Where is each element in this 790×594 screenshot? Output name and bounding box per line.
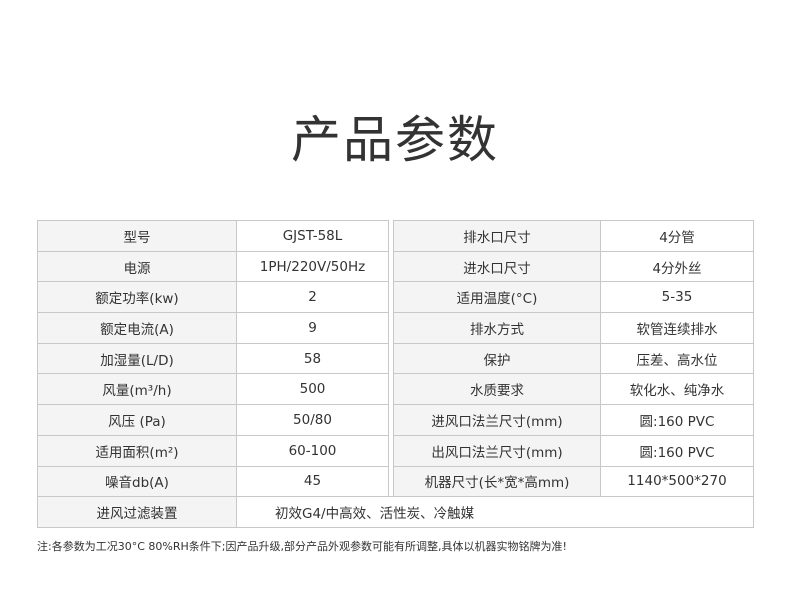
spec-value: 2: [236, 281, 389, 314]
spec-row: 噪音db(A) 45 机器尺寸(长*宽*高mm) 1140*500*270: [37, 465, 754, 498]
spec-value: 4分外丝: [600, 250, 754, 283]
spec-value: 圆:160 PVC: [600, 434, 754, 467]
spec-label: 噪音db(A): [37, 465, 237, 498]
spec-label: 额定电流(A): [37, 312, 237, 344]
spec-value: 1PH/220V/50Hz: [236, 250, 389, 283]
spec-value: 1140*500*270: [600, 465, 754, 498]
spec-value: 圆:160 PVC: [600, 404, 754, 436]
spec-row: 加湿量(L/D) 58 保护 压差、高水位: [37, 342, 754, 375]
spec-label: 进水口尺寸: [393, 250, 601, 283]
spec-row: 电源 1PH/220V/50Hz 进水口尺寸 4分外丝: [37, 250, 754, 283]
filter-row: 进风过滤装置 初效G4/中高效、活性炭、冷触媒: [37, 496, 754, 528]
spec-row: 型号 GJST-58L 排水口尺寸 4分管: [37, 220, 754, 252]
spec-label: 机器尺寸(长*宽*高mm): [393, 465, 601, 498]
spec-label: 加湿量(L/D): [37, 342, 237, 375]
spec-label: 保护: [393, 342, 601, 375]
spec-value: 软管连续排水: [600, 312, 754, 344]
spec-table: 型号 GJST-58L 排水口尺寸 4分管 电源 1PH/220V/50Hz 进水…: [37, 220, 754, 528]
spec-label: 排水口尺寸: [393, 220, 601, 252]
spec-value: 压差、高水位: [600, 342, 754, 375]
spec-value: 5-35: [600, 281, 754, 314]
spec-label: 进风过滤装置: [37, 496, 237, 528]
spec-value: 4分管: [600, 220, 754, 252]
spec-label: 适用面积(m²): [37, 434, 237, 467]
spec-label: 排水方式: [393, 312, 601, 344]
spec-label: 出风口法兰尺寸(mm): [393, 434, 601, 467]
spec-label: 型号: [37, 220, 237, 252]
spec-label: 风量(m³/h): [37, 373, 237, 406]
spec-label: 进风口法兰尺寸(mm): [393, 404, 601, 436]
spec-label: 风压 (Pa): [37, 404, 237, 436]
spec-label: 额定功率(kw): [37, 281, 237, 314]
page-title: 产品参数: [291, 111, 499, 169]
spec-value: 软化水、纯净水: [600, 373, 754, 406]
footnote: 注:各参数为工况30°C 80%RH条件下;因产品升级,部分产品外观参数可能有所…: [37, 540, 567, 553]
spec-row: 风压 (Pa) 50/80 进风口法兰尺寸(mm) 圆:160 PVC: [37, 404, 754, 436]
spec-row: 风量(m³/h) 500 水质要求 软化水、纯净水: [37, 373, 754, 406]
spec-value: 500: [236, 373, 389, 406]
spec-label: 电源: [37, 250, 237, 283]
spec-value: 45: [236, 465, 389, 498]
spec-row: 额定功率(kw) 2 适用温度(°C) 5-35: [37, 281, 754, 314]
spec-row: 额定电流(A) 9 排水方式 软管连续排水: [37, 312, 754, 344]
spec-label: 水质要求: [393, 373, 601, 406]
spec-value: 60-100: [236, 434, 389, 467]
spec-value: 58: [236, 342, 389, 375]
spec-value: 初效G4/中高效、活性炭、冷触媒: [236, 496, 754, 528]
spec-value: 50/80: [236, 404, 389, 436]
spec-label: 适用温度(°C): [393, 281, 601, 314]
spec-value: 9: [236, 312, 389, 344]
spec-value: GJST-58L: [236, 220, 389, 252]
spec-row: 适用面积(m²) 60-100 出风口法兰尺寸(mm) 圆:160 PVC: [37, 434, 754, 467]
